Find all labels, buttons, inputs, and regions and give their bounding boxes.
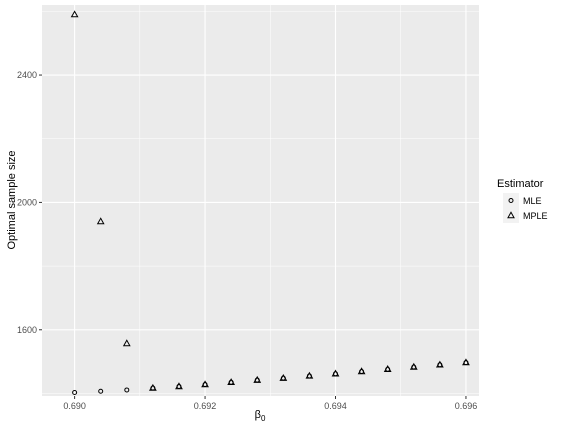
- legend-label-mple: MPLE: [523, 211, 548, 221]
- legend-key-mple: [507, 211, 515, 219]
- data-point-mple: [435, 360, 444, 368]
- minor-gridlines: [42, 5, 479, 396]
- y-tick-label: 2000: [17, 197, 37, 207]
- data-point-mple: [70, 10, 79, 18]
- x-tick-label: 0.694: [324, 401, 347, 411]
- data-points: [70, 10, 470, 395]
- x-axis-title-main: β: [255, 409, 261, 421]
- data-point-mple: [462, 358, 470, 366]
- legend-title: Estimator: [497, 178, 544, 190]
- y-axis-ticks: 1600 2000 2400: [17, 70, 42, 335]
- x-tick-label: 0.696: [455, 401, 478, 411]
- data-point-mle: [72, 389, 78, 395]
- legend-key-mle: [508, 198, 514, 203]
- data-point-mple: [279, 373, 288, 381]
- y-axis-title: Optimal sample size: [6, 150, 18, 249]
- legend-label-mle: MLE: [523, 196, 542, 206]
- data-point-mple: [96, 217, 105, 225]
- data-point-mple: [305, 371, 314, 379]
- x-axis-ticks: 0.690 0.692 0.694 0.696: [63, 396, 477, 411]
- legend: Estimator MLE MPLE: [497, 178, 548, 223]
- legend-key-bg-mple: [503, 208, 519, 223]
- x-tick-label: 0.692: [194, 401, 217, 411]
- data-point-mple: [175, 382, 183, 390]
- legend-keys: [503, 193, 519, 223]
- data-point-mle: [124, 387, 130, 393]
- data-point-mple: [357, 367, 366, 375]
- plot-panel: [42, 5, 479, 396]
- x-axis-title-subscript: 0: [261, 414, 266, 423]
- data-point-mple: [227, 378, 236, 386]
- data-point-mple: [201, 380, 209, 388]
- data-point-mple: [409, 362, 418, 370]
- data-point-mle: [98, 388, 104, 394]
- data-point-mple: [148, 383, 157, 391]
- x-tick-label: 0.690: [63, 401, 86, 411]
- data-point-mple: [331, 369, 340, 377]
- data-point-mple: [253, 375, 262, 383]
- data-point-mple: [383, 365, 392, 372]
- major-gridlines: [42, 5, 479, 396]
- x-axis-title: β0: [255, 409, 266, 423]
- data-point-mple: [122, 339, 131, 347]
- y-tick-label: 1600: [17, 325, 37, 335]
- legend-key-bg-mle: [503, 193, 519, 208]
- y-tick-label: 2400: [17, 70, 37, 80]
